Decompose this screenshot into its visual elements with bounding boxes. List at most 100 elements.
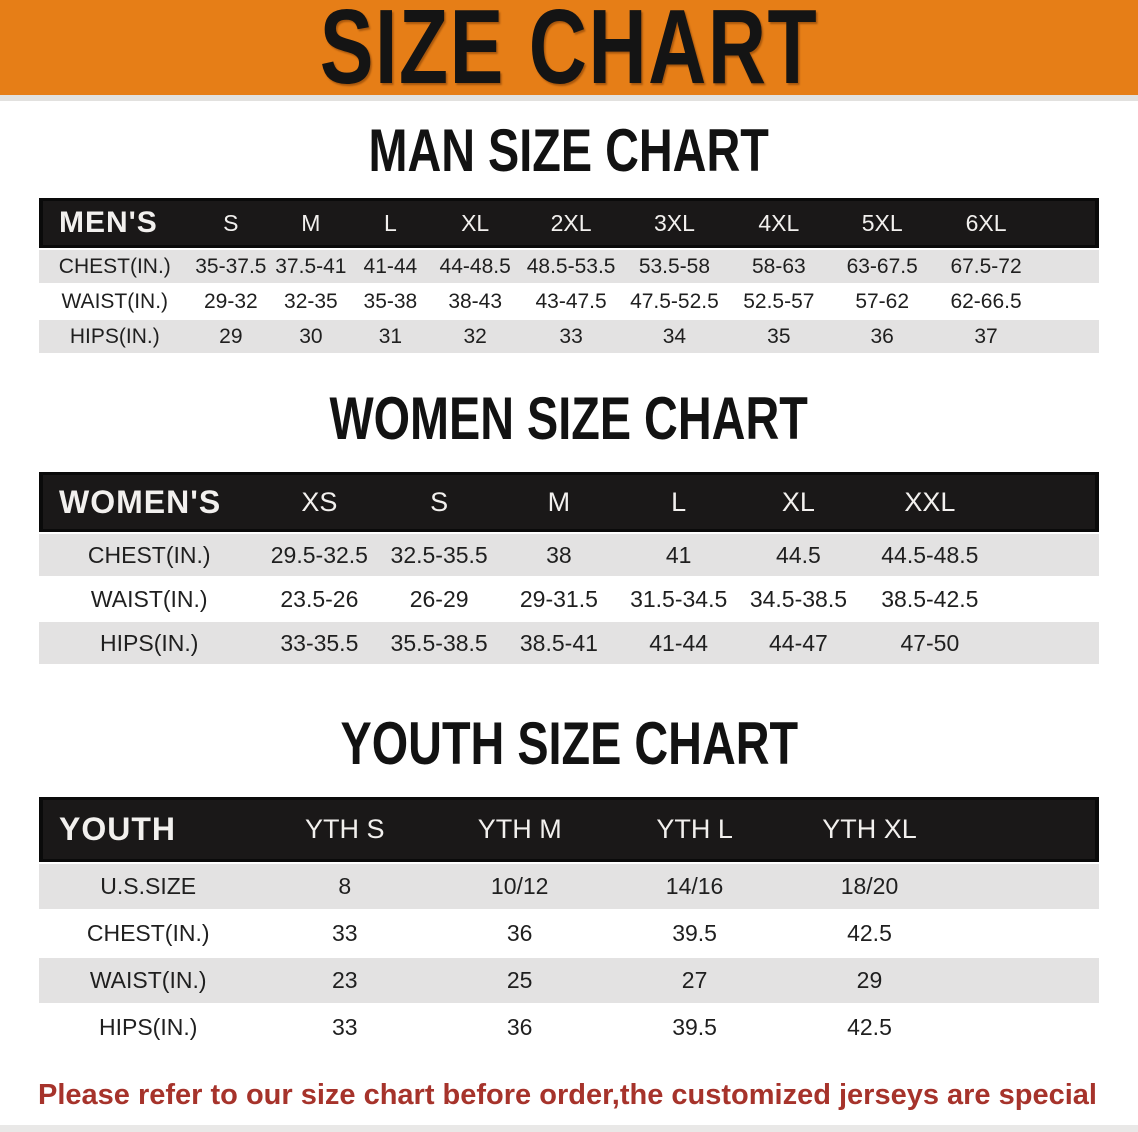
value-cell: 47.5-52.5 [621,285,727,318]
page-title: SIZE CHART [319,0,819,106]
value-cell: 36 [830,320,934,353]
filler-header-cell [956,797,1099,862]
filler-cell [1001,534,1099,576]
value-cell: 18/20 [782,864,957,909]
value-cell: 25 [432,958,608,1003]
table-row: CHEST(IN.) 29.5-32.5 32.5-35.5 38 41 44.5 44.5… [39,534,1099,576]
row-label: WAIST(IN.) [39,285,191,318]
table-row: HIPS(IN.) 29 30 31 32 33 34 35 36 37 [39,320,1099,353]
filler-cell [1038,285,1099,318]
table-header-row: MEN'S S M L XL 2XL 3XL 4XL 5XL 6XL [39,198,1099,248]
filler-cell [956,958,1099,1003]
value-cell: 31 [350,320,431,353]
women-size-table: WOMEN'S XS S M L XL XXL CHEST(IN.) 29.5-32.5 32.5… [39,470,1099,666]
filler-cell [1038,250,1099,283]
value-cell: 38.5-42.5 [858,578,1002,620]
column-header: XS [259,472,380,532]
column-header: XXL [858,472,1002,532]
men-size-table: MEN'S S M L XL 2XL 3XL 4XL 5XL 6XL CHEST(IN.) 35-37… [39,196,1099,355]
value-cell: 44-47 [738,622,859,664]
value-cell: 35-37.5 [190,250,272,283]
table-row: HIPS(IN.) 33 36 39.5 42.5 [39,1005,1099,1050]
value-cell: 57-62 [830,285,934,318]
row-label: HIPS(IN.) [39,622,260,664]
value-cell: 41-44 [350,250,431,283]
column-header: YTH XL [782,797,957,862]
value-cell: 35-38 [350,285,431,318]
value-cell: 53.5-58 [621,250,727,283]
value-cell: 29 [782,958,957,1003]
value-cell: 44.5-48.5 [858,534,1002,576]
column-header: YTH L [607,797,783,862]
table-header-row: WOMEN'S XS S M L XL XXL [39,472,1099,532]
value-cell: 23.5-26 [259,578,380,620]
value-cell: 39.5 [607,1005,783,1050]
column-header: 3XL [621,198,727,248]
value-cell: 31.5-34.5 [618,578,739,620]
women-section-heading-text: WOMEN SIZE CHART [329,385,809,452]
value-cell: 30 [271,320,351,353]
value-cell: 42.5 [782,911,957,956]
value-cell: 39.5 [607,911,783,956]
filler-header-cell [1038,198,1099,248]
value-cell: 42.5 [782,1005,957,1050]
table-row: CHEST(IN.) 33 36 39.5 42.5 [39,911,1099,956]
value-cell: 52.5-57 [726,285,831,318]
filler-cell [1001,622,1099,664]
value-cell: 63-67.5 [830,250,934,283]
men-section-heading-text: MAN SIZE CHART [368,117,770,184]
women-section-heading: WOMEN SIZE CHART [0,385,1138,452]
value-cell: 44.5 [738,534,859,576]
table-row: HIPS(IN.) 33-35.5 35.5-38.5 38.5-41 41-44 44-… [39,622,1099,664]
column-header: M [499,472,619,532]
table-row: U.S.SIZE 8 10/12 14/16 18/20 [39,864,1099,909]
row-label: WAIST(IN.) [39,578,260,620]
value-cell: 48.5-53.5 [520,250,622,283]
filler-cell [956,1005,1099,1050]
table-corner-label: WOMEN'S [39,472,260,532]
table-header-row: YOUTH YTH S YTH M YTH L YTH XL [39,797,1099,862]
column-header: 2XL [520,198,622,248]
value-cell: 33 [257,911,433,956]
value-cell: 58-63 [726,250,831,283]
column-header: 4XL [726,198,831,248]
row-label: U.S.SIZE [39,864,258,909]
value-cell: 23 [257,958,433,1003]
value-cell: 29.5-32.5 [259,534,380,576]
column-header: YTH S [257,797,433,862]
value-cell: 26-29 [379,578,500,620]
bottom-edge-strip [0,1125,1138,1132]
column-header: L [350,198,431,248]
value-cell: 37 [933,320,1039,353]
table-row: CHEST(IN.) 35-37.5 37.5-41 41-44 44-48.5 48.5… [39,250,1099,283]
value-cell: 35.5-38.5 [379,622,500,664]
table-row: WAIST(IN.) 23.5-26 26-29 29-31.5 31.5-34.5 34… [39,578,1099,620]
banner: SIZE CHART [0,0,1138,101]
value-cell: 32.5-35.5 [379,534,500,576]
value-cell: 8 [257,864,433,909]
value-cell: 36 [432,911,608,956]
value-cell: 34.5-38.5 [738,578,859,620]
value-cell: 41-44 [618,622,739,664]
youth-size-table: YOUTH YTH S YTH M YTH L YTH XL U.S.SIZE 8 10/12… [39,795,1099,1052]
value-cell: 44-48.5 [430,250,521,283]
value-cell: 37.5-41 [271,250,351,283]
row-label: CHEST(IN.) [39,911,258,956]
value-cell: 14/16 [607,864,783,909]
value-cell: 33-35.5 [259,622,380,664]
disclaimer-text: Please refer to our size chart before or… [0,1074,1138,1132]
value-cell: 29-31.5 [499,578,619,620]
value-cell: 62-66.5 [933,285,1039,318]
column-header: 6XL [933,198,1039,248]
column-header: S [379,472,500,532]
value-cell: 67.5-72 [933,250,1039,283]
men-section-heading: MAN SIZE CHART [0,117,1138,184]
youth-section-heading: YOUTH SIZE CHART [0,714,1138,774]
table-corner-label: YOUTH [39,797,258,862]
value-cell: 47-50 [858,622,1002,664]
value-cell: 38-43 [430,285,521,318]
row-label: CHEST(IN.) [39,250,191,283]
value-cell: 32-35 [271,285,351,318]
row-label: HIPS(IN.) [39,320,191,353]
filler-cell [1038,320,1099,353]
